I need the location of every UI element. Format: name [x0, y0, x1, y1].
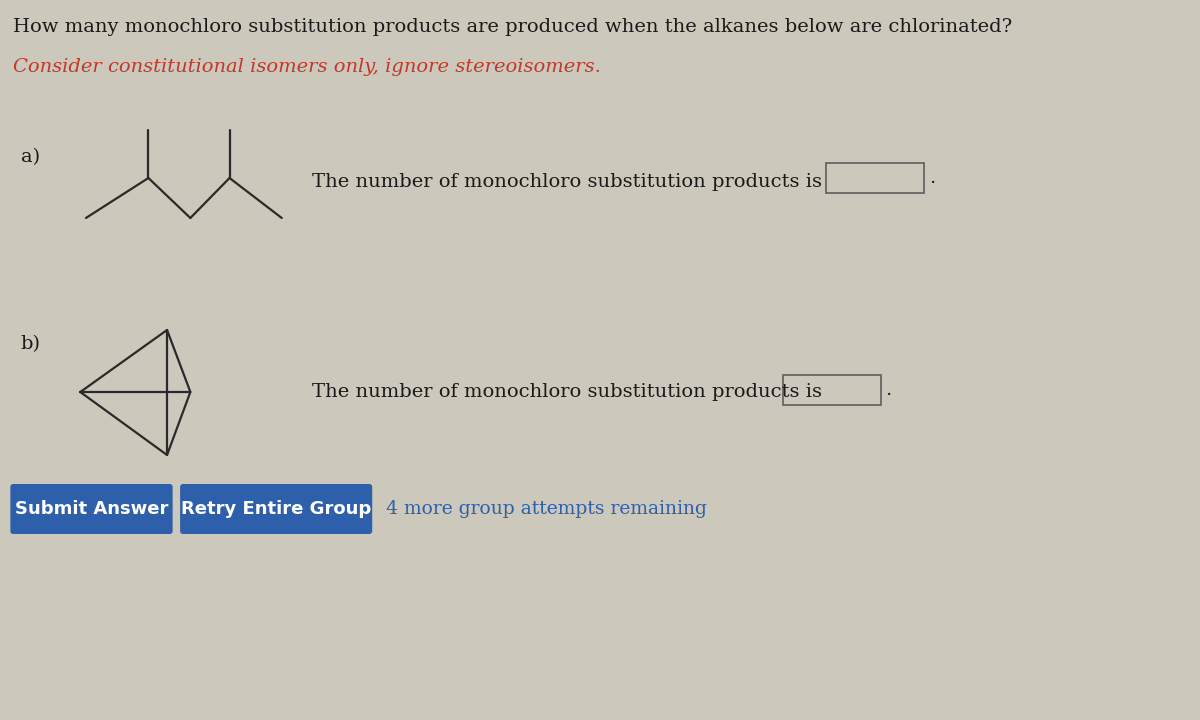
Text: .: .: [886, 381, 892, 399]
Text: a): a): [20, 148, 40, 166]
Text: Consider constitutional isomers only, ignore stereoisomers.: Consider constitutional isomers only, ig…: [13, 58, 601, 76]
Text: Submit Answer: Submit Answer: [14, 500, 168, 518]
Text: b): b): [20, 335, 41, 353]
FancyBboxPatch shape: [180, 484, 372, 534]
Text: 4 more group attempts remaining: 4 more group attempts remaining: [386, 500, 707, 518]
FancyBboxPatch shape: [11, 484, 173, 534]
Text: The number of monochloro substitution products is: The number of monochloro substitution pr…: [312, 383, 822, 401]
Text: The number of monochloro substitution products is: The number of monochloro substitution pr…: [312, 173, 822, 191]
Bar: [827, 163, 924, 193]
Text: Retry Entire Group: Retry Entire Group: [181, 500, 371, 518]
Text: .: .: [929, 169, 935, 187]
Text: How many monochloro substitution products are produced when the alkanes below ar: How many monochloro substitution product…: [13, 18, 1013, 36]
Bar: [782, 375, 881, 405]
